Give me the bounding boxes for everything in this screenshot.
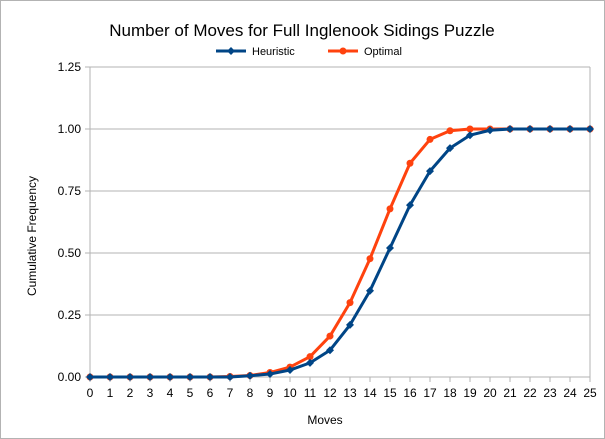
legend: Heuristic Optimal xyxy=(216,46,402,58)
x-tick-label: 14 xyxy=(363,386,377,400)
heuristic-point xyxy=(306,358,314,367)
y-tick-label: 0.25 xyxy=(58,308,82,322)
y-axis-label: Cumulative Frequency xyxy=(25,176,39,296)
circle-marker-icon xyxy=(339,47,347,55)
heuristic-point xyxy=(186,373,194,381)
gridlines xyxy=(85,66,590,378)
axes xyxy=(89,67,591,382)
heuristic-point xyxy=(126,373,134,381)
legend-item-heuristic: Heuristic xyxy=(216,46,295,58)
heuristic-point xyxy=(466,131,474,140)
legend-label: Heuristic xyxy=(252,46,295,58)
heuristic-point xyxy=(106,373,114,381)
x-tick-label: 10 xyxy=(283,386,297,400)
heuristic-point xyxy=(286,366,294,375)
heuristic-point xyxy=(166,373,174,381)
x-tick-label: 5 xyxy=(187,386,194,400)
diamond-marker-icon xyxy=(227,47,235,55)
y-tick-label: 0.75 xyxy=(58,184,82,198)
optimal-point xyxy=(426,135,434,143)
optimal-point xyxy=(386,205,394,213)
heuristic-point xyxy=(506,125,514,133)
heuristic-point xyxy=(586,125,594,133)
x-tick-label: 2 xyxy=(127,386,134,400)
x-tick-label: 6 xyxy=(207,386,214,400)
legend-label: Optimal xyxy=(364,46,402,58)
heuristic-point xyxy=(386,244,394,253)
chart-title: Number of Moves for Full Inglenook Sidin… xyxy=(109,21,495,40)
x-tick-label: 7 xyxy=(227,386,234,400)
heuristic-point xyxy=(346,320,354,329)
x-tick-label: 13 xyxy=(343,386,357,400)
x-tick-label: 3 xyxy=(147,386,154,400)
x-tick-label: 25 xyxy=(583,386,597,400)
y-tick-label: 1.25 xyxy=(58,60,82,74)
heuristic-point xyxy=(486,126,494,135)
x-tick-label: 15 xyxy=(383,386,397,400)
heuristic-point xyxy=(226,373,234,381)
x-tick-label: 16 xyxy=(403,386,417,400)
heuristic-point xyxy=(206,373,214,381)
optimal-point xyxy=(446,127,454,135)
x-tick-label: 11 xyxy=(304,386,317,400)
optimal-point xyxy=(466,125,474,133)
x-tick-label: 9 xyxy=(267,386,274,400)
x-tick-label: 4 xyxy=(167,386,174,400)
y-tick-label: 0.50 xyxy=(58,246,82,260)
x-tick-label: 8 xyxy=(247,386,254,400)
x-tick-label: 20 xyxy=(483,386,497,400)
optimal-point xyxy=(326,332,334,340)
heuristic-point xyxy=(246,371,254,380)
y-tick-label: 1.00 xyxy=(58,122,82,136)
heuristic-point xyxy=(446,144,454,153)
legend-item-optimal: Optimal xyxy=(328,46,402,58)
heuristic-point xyxy=(326,346,334,355)
x-tick-labels: 0 1 2 3 4 5 6 7 8 9 10 11 12 13 14 15 16 17 18 19 20 21 22 23 24… xyxy=(87,386,597,400)
heuristic-point xyxy=(146,373,154,381)
optimal-point xyxy=(346,299,354,307)
x-tick-label: 22 xyxy=(523,386,537,400)
x-tick-label: 1 xyxy=(107,386,114,400)
x-tick-label: 0 xyxy=(87,386,94,400)
optimal-point xyxy=(406,159,414,167)
x-tick-label: 21 xyxy=(503,386,517,400)
x-tick-label: 18 xyxy=(443,386,457,400)
heuristic-point xyxy=(86,373,94,381)
series-heuristic xyxy=(86,125,594,381)
optimal-point xyxy=(306,353,314,361)
optimal-point xyxy=(366,255,374,263)
heuristic-point xyxy=(266,370,274,379)
heuristic-point xyxy=(526,125,534,133)
x-axis-label: Moves xyxy=(307,413,342,427)
x-tick-label: 23 xyxy=(543,386,557,400)
y-tick-labels: 0.00 0.25 0.50 0.75 1.00 1.25 xyxy=(58,60,82,384)
heuristic-point xyxy=(406,201,414,210)
y-tick-label: 0.00 xyxy=(58,370,82,384)
heuristic-point xyxy=(566,125,574,133)
x-tick-label: 17 xyxy=(423,386,437,400)
heuristic-point xyxy=(426,167,434,176)
x-tick-label: 19 xyxy=(463,386,477,400)
series-layer xyxy=(86,125,594,381)
heuristic-point xyxy=(546,125,554,133)
x-tick-label: 12 xyxy=(323,386,337,400)
heuristic-point xyxy=(366,286,374,295)
x-tick-label: 24 xyxy=(563,386,577,400)
